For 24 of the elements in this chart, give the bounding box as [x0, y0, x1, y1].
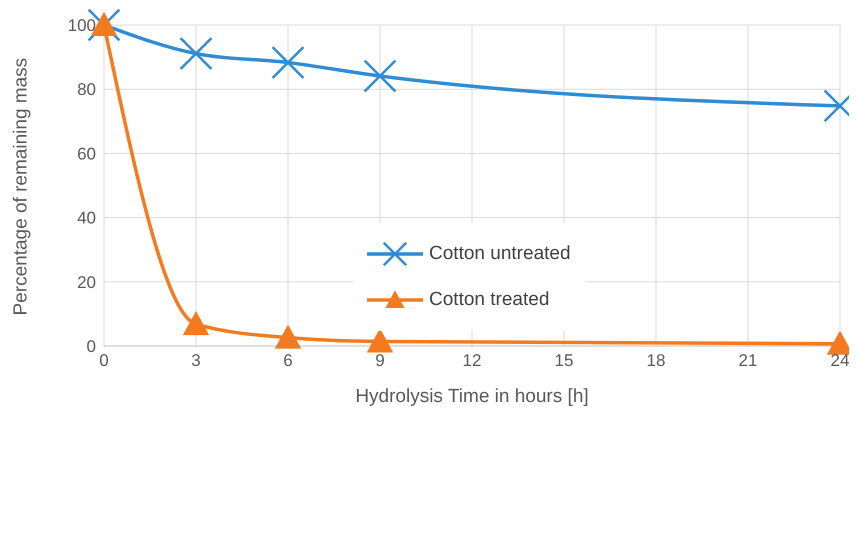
- y-tick-label: 100: [68, 16, 96, 36]
- y-tick-label: 20: [77, 272, 96, 292]
- x-tick-label: 12: [462, 351, 482, 370]
- point: [274, 324, 302, 349]
- point: [182, 310, 210, 336]
- x-tick-label: 21: [738, 351, 758, 370]
- y-axis-title: Percentage of remaining mass: [10, 58, 32, 316]
- x-axis-title: Hydrolysis Time in hours [h]: [355, 386, 589, 407]
- y-tick-label: 0: [86, 337, 96, 356]
- y-tick-label: 60: [77, 144, 96, 164]
- x-tick-label: 15: [554, 351, 574, 370]
- x-tick-label: 9: [375, 351, 385, 370]
- x-tick-label: 6: [283, 351, 293, 370]
- y-tick-label: 80: [77, 80, 96, 100]
- point: [271, 46, 305, 80]
- legend-label: Cotton treated: [429, 289, 550, 311]
- legend-label: Cotton untreated: [429, 243, 571, 265]
- x-tick-label: 24: [830, 351, 850, 370]
- x-tick-label: 3: [191, 351, 201, 370]
- point: [363, 59, 397, 93]
- point: [179, 36, 213, 70]
- x-tick-label: 18: [646, 351, 666, 370]
- x-tick-label: 0: [99, 351, 109, 370]
- y-tick-label: 40: [77, 208, 96, 228]
